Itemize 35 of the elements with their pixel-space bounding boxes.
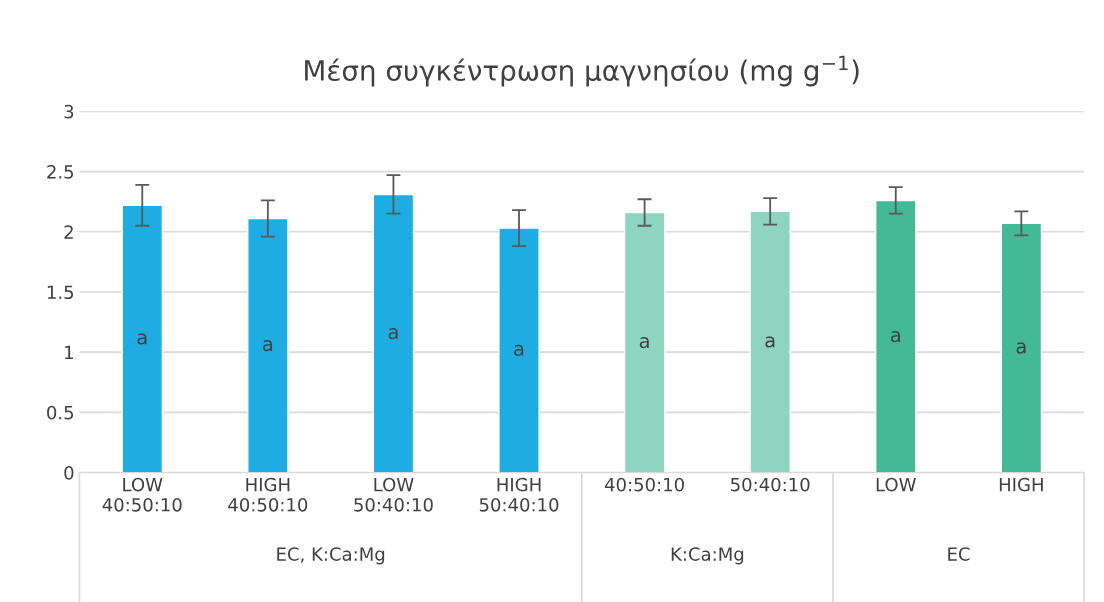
y-tick-label: 2.5 bbox=[47, 165, 74, 179]
text: EC, K:Ca:Mg bbox=[277, 547, 385, 565]
chart-title: Μέση συγκέντρωση μαγνησίου (mg g$^{−1}$) bbox=[305, 55, 859, 87]
x-tick-label: LOW 50:40:10 bbox=[354, 477, 433, 512]
y-tick-label: 0.5 bbox=[47, 405, 74, 420]
bar bbox=[121, 204, 164, 473]
x-tick-label: HIGH 50:40:10 bbox=[479, 477, 559, 512]
y-tick-label: 1 bbox=[65, 345, 73, 360]
bar bbox=[874, 199, 917, 473]
bar bbox=[372, 193, 415, 473]
bar bbox=[1000, 222, 1043, 473]
y-tick-label: 0 bbox=[64, 466, 74, 480]
bar bbox=[498, 227, 540, 473]
x-tick-label: 40:50:10 bbox=[604, 477, 684, 492]
data-label: a bbox=[765, 336, 775, 348]
data-label: a bbox=[514, 344, 524, 357]
x-tick-label: HIGH bbox=[999, 477, 1043, 492]
data-label: a bbox=[1016, 342, 1026, 354]
text: EC bbox=[948, 547, 970, 561]
x-tick-label: 50:40:10 bbox=[731, 477, 810, 492]
x-tick-label: LOW 40:50:10 bbox=[102, 477, 182, 512]
y-tick-label: 3 bbox=[64, 104, 74, 119]
data-label: a bbox=[890, 330, 900, 343]
data-label: a bbox=[388, 327, 398, 340]
y-tick-label: 1.5 bbox=[47, 285, 74, 300]
data-label: a bbox=[263, 340, 273, 352]
x-tick-label: HIGH 40:50:10 bbox=[228, 477, 308, 512]
text: K:Ca:Mg bbox=[671, 547, 744, 565]
data-label: a bbox=[639, 337, 649, 349]
data-label: a bbox=[137, 333, 147, 345]
bar bbox=[749, 210, 791, 473]
bar bbox=[247, 217, 289, 473]
y-tick-label: 2 bbox=[64, 225, 73, 239]
x-tick-label: LOW bbox=[876, 477, 916, 492]
bar bbox=[623, 211, 666, 473]
